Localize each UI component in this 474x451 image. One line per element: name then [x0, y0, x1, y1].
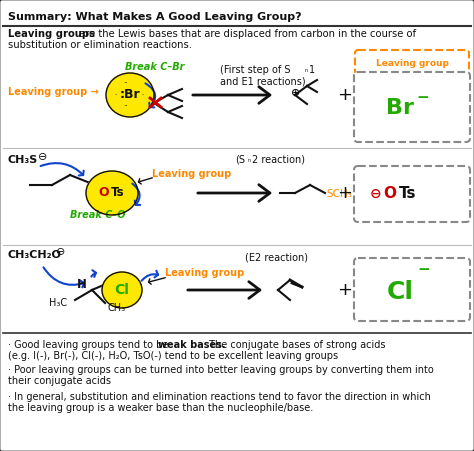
Text: (First step of S: (First step of S — [220, 65, 291, 75]
Text: H: H — [77, 279, 87, 291]
Text: ·: · — [114, 92, 116, 98]
Text: · Good leaving groups tend to be: · Good leaving groups tend to be — [8, 340, 172, 350]
Text: (S: (S — [235, 155, 245, 165]
Text: −: − — [417, 89, 429, 105]
Text: ··: ·· — [124, 103, 128, 109]
Text: CH₃S: CH₃S — [8, 155, 38, 165]
Text: (e.g. I(-), Br(-), Cl(-), H₂O, TsO(-) tend to be excellent leaving groups: (e.g. I(-), Br(-), Cl(-), H₂O, TsO(-) te… — [8, 351, 338, 361]
Text: Break C–O: Break C–O — [70, 210, 126, 220]
Text: Cl: Cl — [386, 280, 413, 304]
Text: their conjugate acids: their conjugate acids — [8, 376, 111, 386]
Text: are the Lewis bases that are displaced from carbon in the course of: are the Lewis bases that are displaced f… — [76, 29, 416, 39]
Text: ⊖: ⊖ — [370, 187, 382, 201]
FancyBboxPatch shape — [355, 50, 469, 74]
Text: Br: Br — [386, 98, 414, 118]
Text: substitution or elimination reactions.: substitution or elimination reactions. — [8, 40, 192, 50]
Text: SCH₃: SCH₃ — [326, 189, 352, 199]
Text: O: O — [383, 187, 396, 202]
Text: Ts: Ts — [399, 187, 417, 202]
Text: The conjugate bases of strong acids: The conjugate bases of strong acids — [206, 340, 385, 350]
Text: ₙ: ₙ — [305, 65, 308, 74]
Text: ⊖: ⊖ — [56, 247, 65, 257]
FancyBboxPatch shape — [354, 72, 470, 142]
Text: Leaving group: Leaving group — [375, 59, 448, 68]
Text: −: − — [418, 262, 430, 277]
Text: ··: ·· — [124, 80, 128, 86]
Text: ⊖: ⊖ — [38, 152, 47, 162]
Text: +: + — [337, 184, 353, 202]
Ellipse shape — [106, 73, 154, 117]
Text: :Br: :Br — [120, 88, 140, 101]
Text: O: O — [99, 187, 109, 199]
Text: 1: 1 — [309, 65, 315, 75]
Text: · Poor leaving groups can be turned into better leaving groups by converting the: · Poor leaving groups can be turned into… — [8, 365, 434, 375]
Text: ·: · — [141, 92, 143, 98]
Text: H₃C: H₃C — [49, 298, 67, 308]
Text: CH₃CH₂O: CH₃CH₂O — [8, 250, 62, 260]
Text: Summary: What Makes A Good Leaving Group?: Summary: What Makes A Good Leaving Group… — [8, 12, 301, 22]
Ellipse shape — [102, 272, 142, 308]
Text: +: + — [337, 281, 353, 299]
Ellipse shape — [86, 171, 138, 215]
Text: Leaving group →: Leaving group → — [8, 87, 99, 97]
Text: · In general, substitution and elimination reactions tend to favor the direction: · In general, substitution and eliminati… — [8, 392, 431, 402]
FancyBboxPatch shape — [354, 258, 470, 321]
Text: (E2 reaction): (E2 reaction) — [245, 253, 308, 263]
Text: the leaving group is a weaker base than the nucleophile/base.: the leaving group is a weaker base than … — [8, 403, 313, 413]
Text: Ts: Ts — [111, 187, 125, 199]
Text: weak bases.: weak bases. — [158, 340, 226, 350]
Text: Leaving group: Leaving group — [152, 169, 231, 179]
Text: CH₃: CH₃ — [108, 303, 126, 313]
Text: ⊕: ⊕ — [292, 88, 301, 98]
Text: Cl: Cl — [115, 283, 129, 297]
Text: Leaving groups: Leaving groups — [8, 29, 95, 39]
Text: Leaving group: Leaving group — [165, 268, 244, 278]
Text: and E1 reactions): and E1 reactions) — [220, 76, 306, 86]
Text: +: + — [337, 86, 353, 104]
Text: Break C–Br: Break C–Br — [125, 62, 185, 72]
Text: ₙ: ₙ — [248, 156, 251, 165]
FancyBboxPatch shape — [354, 166, 470, 222]
Text: 2 reaction): 2 reaction) — [252, 155, 305, 165]
